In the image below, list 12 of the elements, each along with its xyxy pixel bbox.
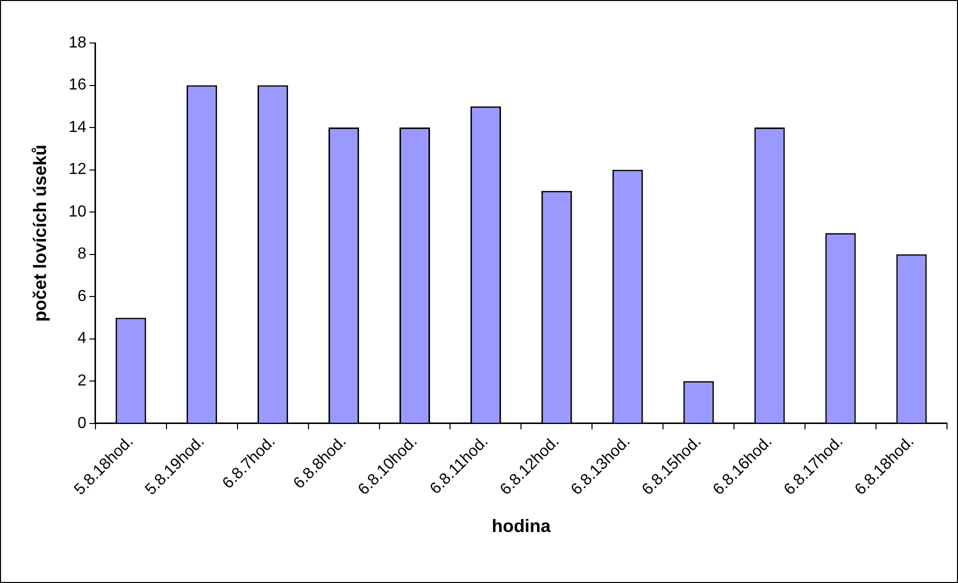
x-axis-title: hodina [492,516,552,536]
y-tick-label: 4 [77,330,86,348]
y-tick-label: 8 [77,246,86,263]
y-tick-label: 6 [77,288,86,305]
y-tick-label: 2 [77,372,86,390]
y-tick-label: 16 [68,76,86,94]
y-tick-label: 18 [68,34,86,52]
y-tick-label: 10 [68,203,86,220]
y-tick-label: 14 [68,118,86,136]
y-tick-label: 0 [77,414,86,432]
y-tick-label: 12 [68,161,86,178]
y-axis-title: počet lovících úseků [30,144,50,322]
